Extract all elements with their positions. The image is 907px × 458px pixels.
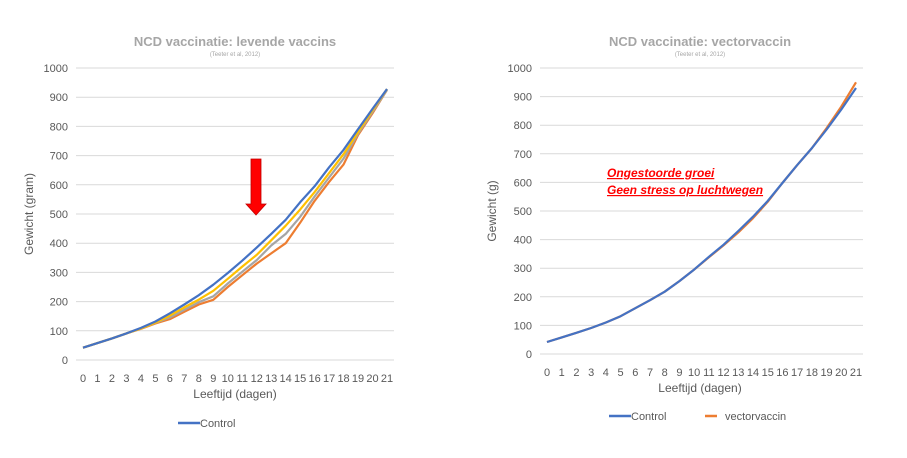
red-down-arrow-icon — [245, 158, 267, 216]
y-axis-label: Gewicht (g) — [485, 180, 499, 241]
annotation-text: Ongestoorde groei — [607, 166, 715, 180]
y-tick-label: 300 — [514, 263, 532, 275]
y-tick-label: 500 — [514, 206, 532, 218]
arrow-shape — [245, 158, 267, 216]
y-tick-label: 400 — [50, 238, 68, 250]
y-tick-label: 300 — [50, 267, 68, 279]
x-tick-label: 15 — [762, 367, 774, 379]
x-tick-label: 21 — [850, 367, 862, 379]
y-tick-label: 100 — [50, 326, 68, 338]
series-line-series-1 — [82, 88, 388, 349]
x-tick-label: 7 — [181, 373, 187, 385]
y-tick-label: 800 — [514, 120, 532, 132]
x-tick-label: 17 — [323, 373, 335, 385]
x-axis-label: Leeftijd (dagen) — [658, 381, 741, 395]
x-tick-label: 16 — [776, 367, 788, 379]
legend-label: Control — [200, 418, 235, 430]
x-tick-label: 3 — [123, 373, 129, 385]
x-tick-label: 3 — [588, 367, 594, 379]
x-tick-label: 11 — [237, 373, 248, 385]
x-tick-label: 4 — [138, 373, 144, 385]
y-axis-label: Gewicht (gram) — [22, 173, 36, 255]
x-tick-label: 2 — [109, 373, 115, 385]
legend-item-control: Control — [178, 418, 235, 430]
y-tick-label: 1000 — [44, 63, 68, 75]
series-line-series-3 — [82, 89, 388, 349]
x-tick-label: 19 — [820, 367, 832, 379]
x-tick-label: 4 — [603, 367, 609, 379]
y-tick-label: 1000 — [508, 63, 532, 75]
y-tick-label: 500 — [50, 209, 68, 221]
y-tick-label: 800 — [50, 121, 68, 133]
chart-subtitle: (Teeter et al, 2012) — [675, 52, 725, 58]
y-tick-label: 0 — [526, 349, 532, 361]
x-tick-label: 20 — [366, 373, 378, 385]
annotation-text: Geen stress op luchtwegen — [607, 183, 763, 197]
series-line-control — [546, 87, 857, 344]
x-tick-label: 2 — [573, 367, 579, 379]
x-tick-label: 20 — [835, 367, 847, 379]
y-tick-label: 600 — [50, 180, 68, 192]
x-tick-label: 8 — [662, 367, 668, 379]
chart-title: NCD vaccinatie: levende vaccins — [134, 34, 336, 49]
chart-subtitle: (Teeter et al, 2012) — [210, 52, 260, 58]
x-tick-label: 11 — [703, 367, 714, 379]
x-tick-label: 6 — [632, 367, 638, 379]
x-tick-label: 19 — [352, 373, 364, 385]
legend-label: Control — [631, 411, 666, 423]
x-tick-label: 18 — [806, 367, 818, 379]
y-tick-label: 700 — [514, 149, 532, 161]
x-tick-label: 17 — [791, 367, 803, 379]
x-tick-label: 8 — [196, 373, 202, 385]
x-axis-label: Leeftijd (dagen) — [193, 387, 276, 401]
x-tick-label: 0 — [80, 373, 86, 385]
legend-item-vectorvaccin: vectorvaccin — [705, 411, 786, 423]
x-tick-label: 12 — [251, 373, 263, 385]
x-tick-label: 5 — [152, 373, 158, 385]
x-tick-label: 15 — [294, 373, 306, 385]
x-tick-label: 1 — [94, 373, 100, 385]
series-line-control — [82, 88, 388, 349]
x-tick-label: 16 — [308, 373, 320, 385]
x-tick-label: 12 — [717, 367, 729, 379]
x-tick-label: 13 — [265, 373, 277, 385]
y-tick-label: 400 — [514, 235, 532, 247]
x-tick-label: 0 — [544, 367, 550, 379]
x-tick-label: 10 — [688, 367, 700, 379]
series-line-vectorvaccin — [546, 81, 857, 344]
x-tick-label: 13 — [732, 367, 744, 379]
x-tick-label: 21 — [381, 373, 393, 385]
x-tick-label: 5 — [618, 367, 624, 379]
y-tick-label: 900 — [514, 92, 532, 104]
y-tick-label: 200 — [50, 297, 68, 309]
y-tick-label: 600 — [514, 177, 532, 189]
x-tick-label: 7 — [647, 367, 653, 379]
y-tick-label: 100 — [514, 320, 532, 332]
x-tick-label: 14 — [280, 373, 292, 385]
series-line-series-2 — [82, 89, 388, 349]
y-tick-label: 700 — [50, 151, 68, 163]
chart-2: NCD vaccinatie: vectorvaccin (Teeter et a… — [485, 34, 863, 423]
x-tick-label: 9 — [210, 373, 216, 385]
legend-label: vectorvaccin — [725, 411, 786, 423]
x-tick-label: 14 — [747, 367, 759, 379]
x-tick-label: 9 — [676, 367, 682, 379]
x-tick-label: 1 — [559, 367, 565, 379]
x-tick-label: 18 — [337, 373, 349, 385]
x-tick-label: 6 — [167, 373, 173, 385]
legend-item-control: Control — [609, 411, 666, 423]
chart-title: NCD vaccinatie: vectorvaccin — [609, 34, 791, 49]
y-tick-label: 900 — [50, 92, 68, 104]
chart-1: NCD vaccinatie: levende vaccins (Teeter e… — [22, 34, 394, 430]
x-tick-label: 10 — [222, 373, 234, 385]
y-tick-label: 0 — [62, 355, 68, 367]
y-tick-label: 200 — [514, 292, 532, 304]
